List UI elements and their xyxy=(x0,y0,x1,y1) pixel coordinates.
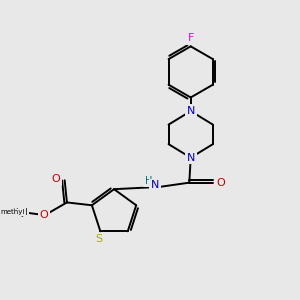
Text: N: N xyxy=(187,153,195,163)
Text: methyl: methyl xyxy=(0,209,25,215)
Text: O: O xyxy=(216,178,225,188)
Text: H: H xyxy=(145,176,152,186)
Text: F: F xyxy=(188,33,194,43)
Text: O: O xyxy=(40,210,48,220)
Text: N: N xyxy=(187,106,195,116)
Text: N: N xyxy=(151,181,159,190)
Text: O: O xyxy=(52,174,61,184)
Text: methyl: methyl xyxy=(1,208,28,217)
Text: S: S xyxy=(95,234,103,244)
